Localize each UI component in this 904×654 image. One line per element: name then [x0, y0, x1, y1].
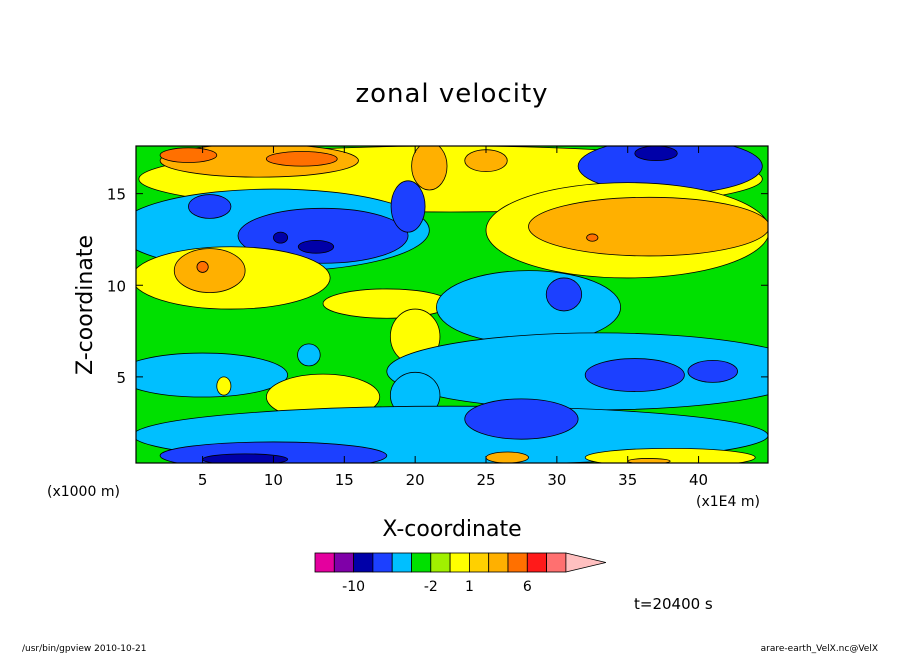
x-tick-label: 10	[264, 471, 283, 489]
x-tick-label: 35	[618, 471, 637, 489]
y-axis: 5 10 15	[107, 186, 768, 387]
contour-region-16	[586, 233, 599, 242]
x-tick-label: 30	[547, 471, 566, 489]
plot-frame	[135, 145, 769, 464]
x-tick-label: 40	[689, 471, 708, 489]
contour-region-9	[237, 207, 409, 264]
contour-region-11	[188, 194, 232, 219]
contour-region-15	[528, 196, 768, 257]
colorbar-swatch-10	[507, 552, 528, 573]
contour-region-19	[196, 261, 209, 273]
colorbar-swatch-7	[449, 552, 470, 573]
chart-title: zonal velocity	[355, 79, 548, 109]
colorbar-swatch-4	[391, 552, 412, 573]
x-tick-label: 15	[335, 471, 354, 489]
y-axis-label: Z-coordinate	[73, 235, 98, 375]
contour-region-26	[687, 359, 738, 383]
contour-region-13	[273, 231, 289, 244]
contour-region-36	[584, 447, 756, 463]
colorbar-swatch-6	[430, 552, 451, 573]
colorbar-tick-label: 1	[465, 579, 474, 595]
colorbar-swatch-0	[314, 552, 335, 573]
colorbar-swatch-3	[372, 552, 393, 573]
x-tick-label: 5	[198, 471, 208, 489]
x-tick-label: 20	[406, 471, 425, 489]
x-tick-label: 25	[476, 471, 495, 489]
colorbar-swatch-1	[333, 552, 354, 573]
velocity-field	[136, 146, 768, 463]
y-tick-label: 15	[107, 186, 126, 204]
time-label: t=20400 s	[634, 595, 713, 613]
contour-region-12	[297, 239, 335, 254]
contour-region-23	[545, 277, 583, 312]
colorbar-swatch-11	[526, 552, 547, 573]
contour-region-25	[584, 358, 685, 392]
colorbar-swatch-8	[468, 552, 490, 573]
contour-region-4	[411, 146, 448, 191]
footer-right: arare-earth_VelX.nc@VelX	[761, 644, 878, 654]
contour-region-7	[634, 146, 678, 162]
x-unit-label: (x1E4 m)	[696, 494, 760, 510]
x-axis-label: X-coordinate	[382, 517, 521, 542]
y-tick-label: 5	[116, 369, 126, 387]
contour-region-18	[173, 248, 246, 293]
contour-region-30	[297, 343, 321, 367]
colorbar-swatch-9	[488, 552, 509, 573]
contour-region-10	[390, 180, 426, 233]
contour-region-33	[464, 398, 579, 440]
colorbar-swatch-5	[411, 552, 432, 573]
colorbar: -10 -2 1 6	[314, 552, 606, 595]
x-axis: 5 10 15 20 25 30 35 40	[198, 146, 708, 489]
contour-regions	[136, 146, 768, 463]
footer-left: /usr/bin/gpview 2010-10-21	[22, 644, 146, 654]
contour-region-27	[136, 352, 288, 398]
colorbar-tick-label: -10	[342, 579, 365, 595]
colorbar-swatch-12	[546, 552, 567, 573]
contour-region-29	[216, 376, 232, 396]
colorbar-swatch-2	[353, 552, 374, 573]
colorbar-arrow	[565, 552, 606, 573]
y-unit-label: (x1000 m)	[47, 484, 120, 500]
contour-region-3	[159, 147, 218, 163]
colorbar-tick-label: -2	[424, 579, 438, 595]
contour-region-2	[265, 151, 338, 167]
contour-region-20	[322, 288, 451, 319]
y-tick-label: 10	[107, 277, 126, 295]
colorbar-tick-label: 6	[523, 579, 532, 595]
contour-region-37	[485, 451, 529, 463]
